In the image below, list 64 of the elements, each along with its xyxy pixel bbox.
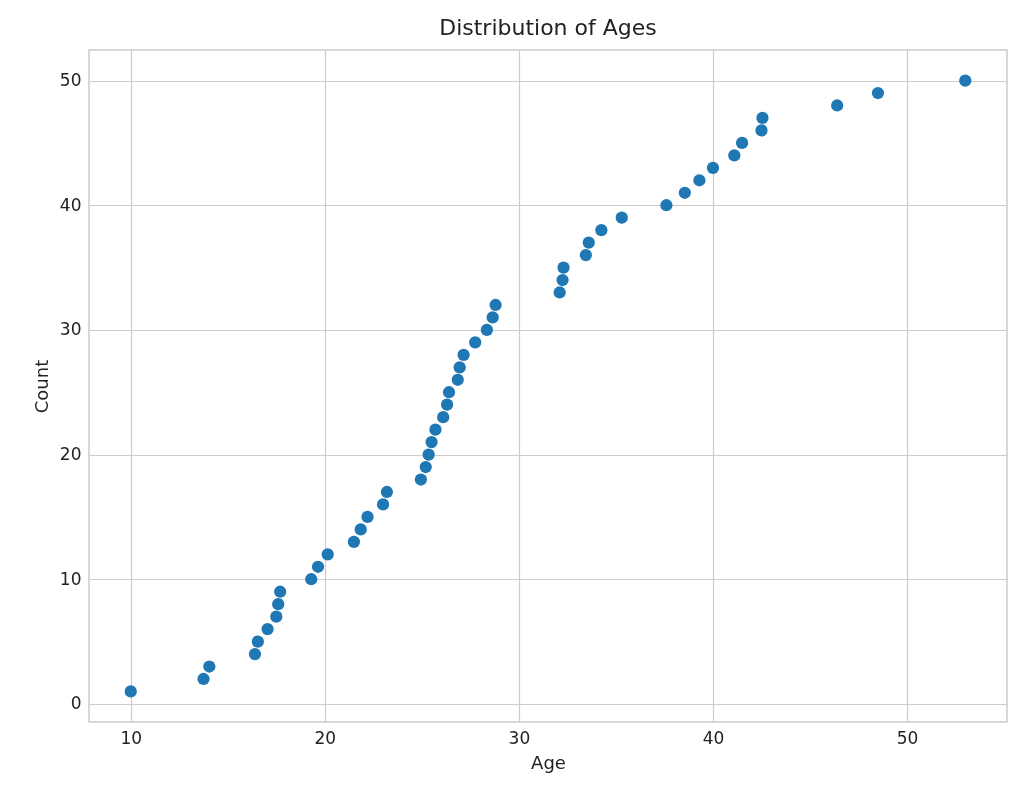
point [480, 323, 493, 337]
x-tick-label: 20 [314, 727, 337, 748]
y-tick-label: 10 [59, 568, 82, 589]
y-tick-label: 40 [59, 194, 82, 215]
point [579, 248, 592, 262]
point [311, 560, 325, 573]
point [595, 224, 608, 237]
point [582, 236, 595, 249]
point [871, 86, 885, 100]
x-axis-title: Age [531, 751, 566, 773]
point [272, 598, 285, 611]
y-axis-title: Count [30, 359, 52, 414]
point [486, 311, 499, 324]
chart-title: Distribution of Ages [439, 15, 657, 40]
point [442, 386, 456, 399]
point [451, 373, 464, 386]
point [197, 672, 210, 686]
point [248, 647, 262, 661]
point [376, 498, 390, 511]
point [274, 585, 287, 598]
point [203, 660, 216, 673]
point [615, 211, 628, 224]
point [735, 136, 749, 149]
point [728, 149, 741, 162]
point [429, 423, 442, 436]
y-tick-label: 30 [59, 319, 82, 340]
point [756, 111, 769, 125]
point [422, 448, 435, 461]
point [453, 361, 466, 374]
point [419, 460, 432, 474]
point [354, 523, 367, 536]
point [457, 348, 470, 361]
point [755, 124, 768, 137]
point [124, 685, 137, 698]
point [251, 635, 264, 648]
point [553, 286, 566, 299]
point [469, 336, 482, 349]
point [557, 261, 570, 274]
point [437, 411, 450, 424]
point [959, 74, 972, 87]
point [678, 186, 691, 199]
point [380, 485, 394, 499]
y-tick-label: 20 [59, 444, 82, 465]
y-tick-label: 0 [70, 693, 82, 714]
point [706, 161, 720, 174]
point [425, 435, 438, 449]
point [321, 548, 334, 561]
point [660, 199, 673, 212]
point [305, 573, 318, 586]
x-tick-label: 50 [896, 727, 919, 748]
point [440, 398, 454, 411]
point [347, 535, 361, 548]
y-tick-label: 50 [59, 70, 82, 91]
point [261, 623, 274, 636]
x-tick-label: 10 [120, 727, 143, 748]
point [556, 273, 569, 287]
point [361, 510, 374, 524]
point [270, 610, 283, 623]
point [489, 298, 502, 312]
point [693, 174, 706, 187]
x-tick-label: 30 [508, 727, 531, 748]
point [414, 473, 427, 486]
x-tick-label: 40 [702, 727, 725, 748]
point [831, 99, 844, 112]
